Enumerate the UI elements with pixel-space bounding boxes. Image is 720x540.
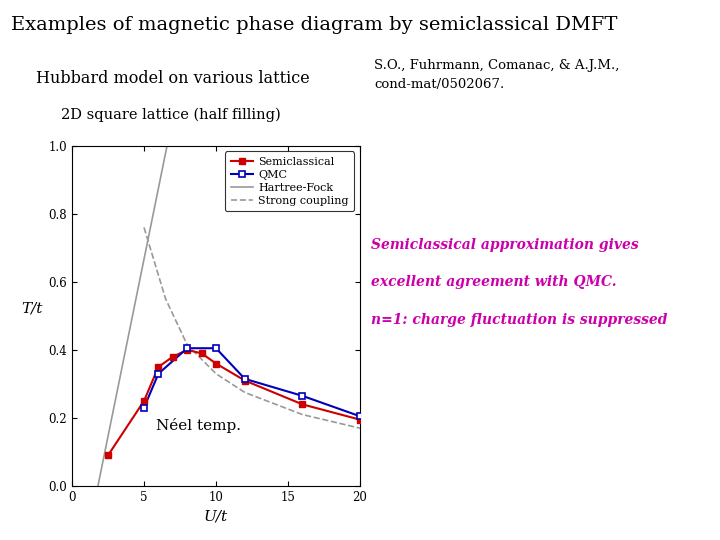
Text: Examples of magnetic phase diagram by semiclassical DMFT: Examples of magnetic phase diagram by se… <box>11 16 617 34</box>
Text: Hubbard model on various lattice: Hubbard model on various lattice <box>36 70 310 87</box>
Text: excellent agreement with QMC.: excellent agreement with QMC. <box>371 275 616 289</box>
Text: Néel temp.: Néel temp. <box>156 418 240 433</box>
Text: S.O., Fuhrmann, Comanac, & A.J.M.,
cond-mat/0502067.: S.O., Fuhrmann, Comanac, & A.J.M., cond-… <box>374 59 620 91</box>
Text: 2D square lattice (half filling): 2D square lattice (half filling) <box>61 108 281 123</box>
Text: Semiclassical approximation gives: Semiclassical approximation gives <box>371 238 639 252</box>
Y-axis label: T/t: T/t <box>21 302 42 316</box>
Text: n=1: charge fluctuation is suppressed: n=1: charge fluctuation is suppressed <box>371 313 667 327</box>
X-axis label: U/t: U/t <box>204 509 228 523</box>
Legend: Semiclassical, QMC, Hartree-Fock, Strong coupling: Semiclassical, QMC, Hartree-Fock, Strong… <box>225 151 354 211</box>
